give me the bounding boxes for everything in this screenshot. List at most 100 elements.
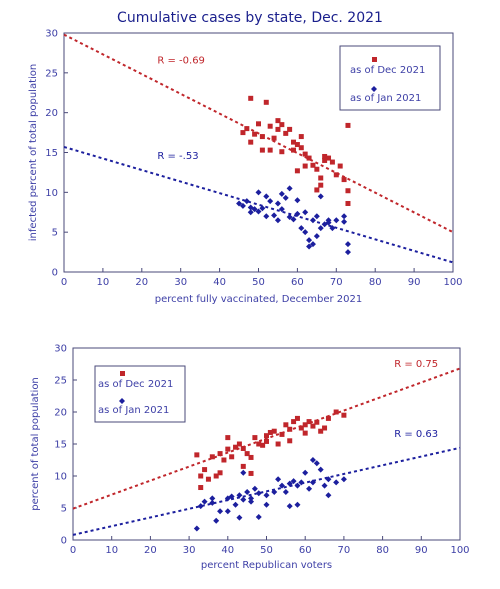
data-point-dec-2021 [271, 135, 277, 141]
data-point-jan-2021 [313, 233, 320, 240]
data-point-dec-2021 [294, 168, 300, 174]
x-tick-label: 0 [70, 545, 76, 556]
data-point-dec-2021 [279, 122, 285, 128]
data-point-dec-2021 [275, 441, 281, 447]
data-point-jan-2021 [309, 241, 316, 248]
data-point-dec-2021 [298, 134, 304, 140]
y-tick-label: 30 [54, 344, 67, 355]
data-point-dec-2021 [283, 422, 289, 428]
x-tick-label: 100 [450, 545, 469, 556]
y-tick-label: 30 [45, 29, 58, 40]
data-point-jan-2021 [240, 496, 247, 503]
data-point-jan-2021 [286, 185, 293, 192]
x-tick-label: 70 [338, 545, 351, 556]
data-point-jan-2021 [224, 508, 231, 515]
data-point-jan-2021 [267, 198, 274, 205]
chart-republican: 0 10 20 30 40 50 60 70 80 90 100 0 5 10 15 20 25 30 percen… [30, 344, 470, 572]
data-point-dec-2021 [194, 452, 200, 458]
legend-marker-dec-2021 [120, 371, 125, 376]
data-point-dec-2021 [233, 444, 239, 450]
data-point-jan-2021 [306, 485, 313, 492]
data-point-dec-2021 [267, 123, 273, 129]
data-point-jan-2021 [313, 460, 320, 467]
data-point-jan-2021 [333, 479, 340, 486]
data-point-dec-2021 [260, 442, 266, 448]
y-tick-label: 0 [52, 268, 58, 279]
x-axis-label: percent fully vaccinated, December 2021 [155, 294, 363, 305]
data-point-dec-2021 [217, 470, 223, 476]
data-point-jan-2021 [255, 490, 262, 497]
data-point-jan-2021 [255, 189, 262, 196]
x-tick-label: 50 [252, 277, 265, 288]
data-point-dec-2021 [318, 428, 324, 434]
data-point-dec-2021 [310, 162, 316, 168]
data-point-dec-2021 [318, 182, 324, 188]
legend-marker-dec-2021 [372, 57, 377, 62]
data-point-dec-2021 [345, 188, 351, 194]
trend-line-jan-2021 [63, 145, 454, 264]
data-point-dec-2021 [314, 166, 320, 172]
data-point-dec-2021 [337, 163, 343, 169]
data-point-dec-2021 [333, 409, 339, 415]
y-axis-label: infected percent of total population [28, 64, 39, 241]
data-point-dec-2021 [248, 470, 254, 476]
data-point-jan-2021 [294, 197, 301, 204]
data-point-dec-2021 [326, 155, 332, 161]
data-point-dec-2021 [279, 149, 285, 155]
data-point-jan-2021 [302, 209, 309, 216]
legend-label-jan-2021: as of Jan 2021 [98, 405, 169, 416]
x-tick-label: 60 [291, 277, 304, 288]
data-point-dec-2021 [264, 438, 269, 444]
data-point-jan-2021 [263, 193, 270, 200]
data-point-jan-2021 [243, 198, 250, 205]
x-tick-label: 20 [135, 277, 148, 288]
legend-label-dec-2021: as of Dec 2021 [350, 65, 425, 76]
data-point-dec-2021 [318, 175, 324, 181]
data-point-dec-2021 [314, 419, 320, 425]
y-tick-label: 20 [45, 108, 58, 119]
r-value-annotation: R = 0.63 [394, 429, 438, 440]
data-point-jan-2021 [294, 501, 301, 508]
x-tick-label: 90 [408, 277, 421, 288]
data-point-jan-2021 [201, 498, 208, 505]
data-point-dec-2021 [291, 419, 297, 425]
data-point-dec-2021 [256, 441, 262, 447]
data-point-jan-2021 [263, 213, 270, 220]
x-tick-label: 10 [105, 545, 118, 556]
data-point-dec-2021 [244, 451, 250, 457]
x-tick-label: 60 [299, 545, 312, 556]
data-point-jan-2021 [313, 213, 320, 220]
data-point-dec-2021 [263, 99, 269, 105]
data-point-dec-2021 [213, 473, 219, 479]
data-point-jan-2021 [294, 210, 301, 217]
data-point-dec-2021 [298, 145, 304, 151]
legend-box [94, 365, 186, 423]
x-tick-label: 70 [330, 277, 343, 288]
data-point-jan-2021 [236, 514, 243, 521]
data-point-dec-2021 [287, 426, 293, 432]
data-point-jan-2021 [232, 501, 239, 508]
data-point-jan-2021 [321, 482, 328, 489]
x-tick-label: 10 [97, 277, 110, 288]
y-axis-label: percent of total population [30, 377, 41, 511]
data-point-jan-2021 [263, 492, 270, 499]
data-point-dec-2021 [287, 126, 293, 132]
data-point-dec-2021 [236, 441, 242, 447]
data-point-dec-2021 [302, 430, 308, 436]
legend-label-dec-2021: as of Dec 2021 [98, 379, 173, 390]
legend-box [339, 45, 441, 111]
x-tick-label: 100 [443, 277, 462, 288]
data-point-dec-2021 [302, 163, 308, 169]
data-point-dec-2021 [345, 200, 351, 206]
data-point-dec-2021 [259, 147, 265, 153]
data-point-dec-2021 [275, 118, 281, 124]
data-point-dec-2021 [259, 134, 265, 140]
data-point-jan-2021 [209, 499, 216, 506]
data-point-dec-2021 [198, 485, 204, 491]
data-point-jan-2021 [325, 219, 332, 226]
x-tick-label: 30 [174, 277, 187, 288]
y-tick-label: 10 [45, 188, 58, 199]
data-point-jan-2021 [259, 205, 266, 212]
legend-label-jan-2021: as of Jan 2021 [350, 93, 421, 104]
data-point-dec-2021 [310, 423, 316, 429]
